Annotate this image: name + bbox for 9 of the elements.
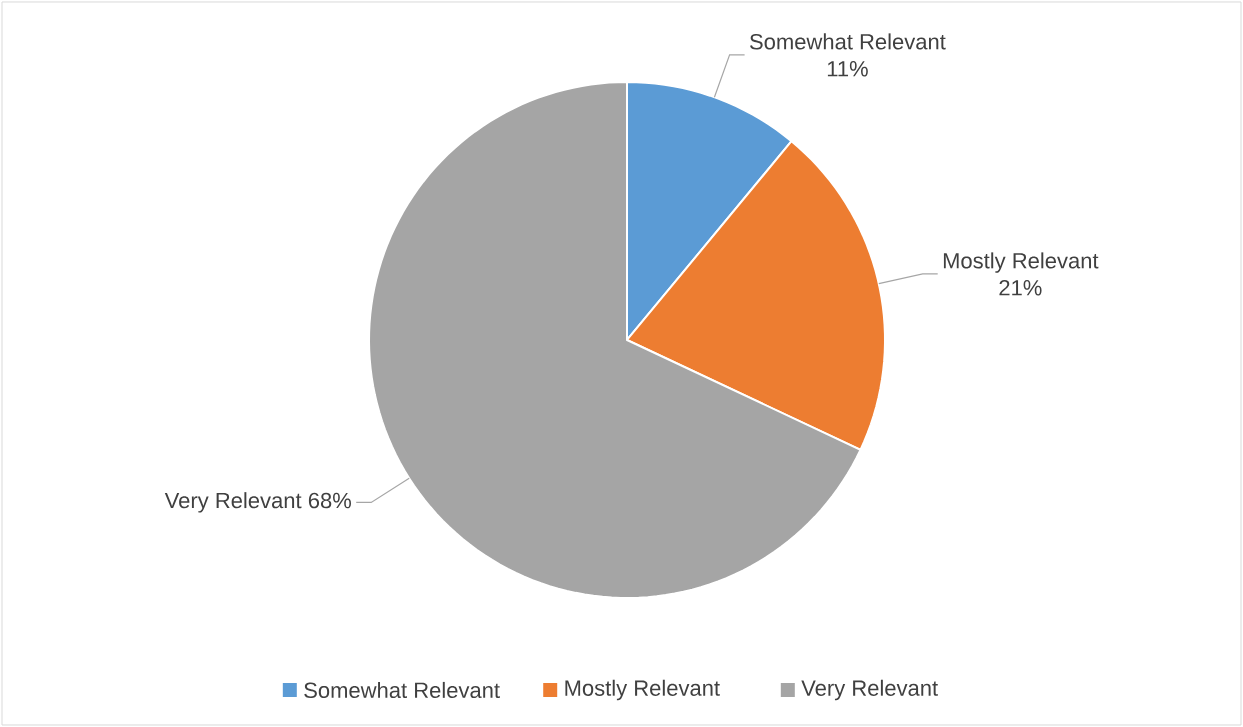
slice-label: Very Relevant <box>164 492 302 513</box>
legend-label: Mostly Relevant <box>565 679 720 701</box>
legend-label: Very Relevant <box>801 679 938 701</box>
data-label: 21% <box>999 279 1042 296</box>
slice-label: Somewhat Relevant <box>750 33 946 50</box>
data-label: 11% <box>827 61 868 77</box>
slice-label: Mostly Relevant <box>943 252 1099 273</box>
legend-label: Somewhat Relevant <box>304 681 500 699</box>
data-label: 68% <box>308 492 351 509</box>
